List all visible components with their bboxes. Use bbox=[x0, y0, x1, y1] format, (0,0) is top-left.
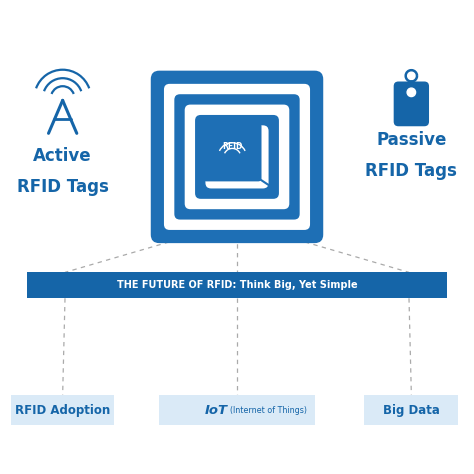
FancyBboxPatch shape bbox=[27, 273, 447, 298]
FancyBboxPatch shape bbox=[228, 148, 246, 166]
FancyBboxPatch shape bbox=[203, 123, 262, 182]
Text: Passive: Passive bbox=[376, 131, 447, 149]
FancyBboxPatch shape bbox=[216, 136, 258, 178]
Text: Active: Active bbox=[33, 147, 92, 165]
Text: IoT: IoT bbox=[205, 404, 228, 417]
Circle shape bbox=[407, 88, 416, 97]
Text: (Internet of Things): (Internet of Things) bbox=[230, 406, 307, 415]
Text: RFID Tags: RFID Tags bbox=[17, 178, 109, 196]
FancyBboxPatch shape bbox=[205, 125, 269, 189]
FancyBboxPatch shape bbox=[151, 71, 323, 243]
FancyBboxPatch shape bbox=[11, 395, 115, 426]
Text: Big Data: Big Data bbox=[383, 404, 440, 417]
Text: RFID: RFID bbox=[222, 142, 243, 151]
FancyBboxPatch shape bbox=[394, 82, 429, 126]
Text: RFID Adoption: RFID Adoption bbox=[15, 404, 110, 417]
Text: THE FUTURE OF RFID: Think Big, Yet Simple: THE FUTURE OF RFID: Think Big, Yet Simpl… bbox=[117, 280, 357, 290]
Text: RFID Tags: RFID Tags bbox=[365, 162, 457, 180]
FancyBboxPatch shape bbox=[364, 395, 458, 426]
FancyBboxPatch shape bbox=[159, 395, 315, 426]
FancyBboxPatch shape bbox=[195, 115, 279, 199]
FancyBboxPatch shape bbox=[174, 94, 300, 219]
FancyBboxPatch shape bbox=[164, 84, 310, 230]
FancyBboxPatch shape bbox=[185, 105, 289, 209]
